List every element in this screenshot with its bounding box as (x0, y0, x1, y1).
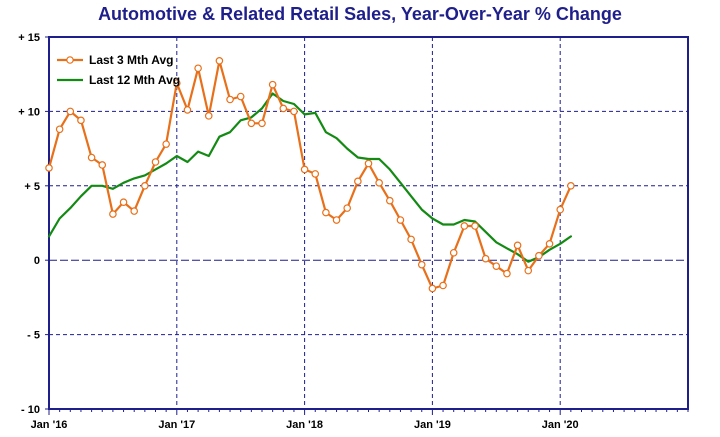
data-point-3-month-avg (87, 153, 96, 162)
y-tick-label: + 10 (18, 106, 40, 118)
y-tick-label: 0 (34, 255, 40, 267)
data-point-3-month-avg (194, 64, 202, 73)
data-point-3-month-avg (77, 116, 85, 125)
data-point-3-month-avg (471, 222, 479, 230)
data-point-3-month-avg (258, 119, 266, 128)
data-point-3-month-avg (162, 140, 170, 148)
data-point-3-month-avg (300, 165, 309, 174)
x-tick-label: Jan '19 (414, 419, 451, 431)
data-point-3-month-avg (204, 112, 213, 120)
data-point-3-month-avg (503, 269, 511, 278)
data-point-3-month-avg (417, 260, 426, 269)
data-point-3-month-avg (343, 204, 352, 212)
data-point-3-month-avg (141, 182, 149, 190)
chart-title: Automotive & Related Retail Sales, Year-… (98, 4, 622, 24)
series-3-month-avg-line (47, 59, 573, 290)
y-tick-label: - 10 (21, 404, 40, 416)
legend-label-12-month: Last 12 Mth Avg (89, 73, 180, 87)
data-point-3-month-avg (513, 241, 522, 250)
legend-marker-3-month (66, 56, 74, 64)
data-point-3-month-avg (481, 254, 490, 263)
data-point-3-month-avg (173, 79, 181, 87)
plot-frame (48, 36, 689, 410)
data-point-3-month-avg (66, 107, 75, 116)
data-point-3-month-avg (332, 216, 341, 224)
data-point-3-month-avg (364, 159, 373, 168)
data-point-3-month-avg (449, 248, 458, 257)
y-tick-label: + 5 (24, 181, 40, 193)
data-point-3-month-avg (226, 95, 234, 104)
data-point-3-month-avg (236, 92, 245, 101)
y-tick-label: + 15 (18, 32, 40, 44)
data-point-3-month-avg (492, 262, 501, 270)
data-point-3-month-avg (130, 207, 139, 215)
data-point-3-month-avg (535, 251, 543, 260)
data-point-3-month-avg (567, 182, 575, 190)
x-tick-label: Jan '17 (158, 419, 195, 431)
data-point-3-month-avg (55, 125, 64, 134)
data-point-3-month-avg (183, 106, 192, 114)
data-point-3-month-avg (151, 158, 160, 166)
data-point-3-month-avg (45, 164, 53, 172)
data-point-3-month-avg (311, 170, 320, 178)
data-point-3-month-avg (290, 107, 298, 116)
data-point-3-month-avg (396, 216, 405, 224)
data-point-3-month-avg (215, 57, 224, 65)
data-point-3-month-avg (460, 222, 469, 230)
data-point-3-month-avg (268, 80, 277, 89)
data-point-3-month-avg (247, 119, 256, 128)
data-point-3-month-avg (375, 179, 383, 187)
data-point-3-month-avg (545, 240, 554, 248)
data-point-3-month-avg (524, 266, 533, 275)
data-point-3-month-avg (322, 208, 330, 217)
data-point-3-month-avg (354, 177, 362, 186)
data-point-3-month-avg (279, 104, 288, 113)
x-tick-label: Jan '18 (286, 419, 323, 431)
data-point-3-month-avg (407, 235, 415, 244)
x-tick-label: Jan '20 (542, 419, 579, 431)
data-point-3-month-avg (119, 198, 128, 206)
data-point-3-month-avg (439, 281, 447, 290)
data-point-3-month-avg (385, 196, 394, 205)
data-point-3-month-avg (109, 210, 117, 218)
legend-label-3-month: Last 3 Mth Avg (89, 53, 173, 67)
series-12-month-avg-line (47, 92, 573, 263)
data-point-3-month-avg (556, 205, 565, 214)
x-tick-label: Jan '16 (31, 419, 68, 431)
y-tick-label: - 5 (27, 330, 40, 342)
data-point-3-month-avg (428, 284, 437, 293)
data-point-3-month-avg (98, 161, 107, 169)
